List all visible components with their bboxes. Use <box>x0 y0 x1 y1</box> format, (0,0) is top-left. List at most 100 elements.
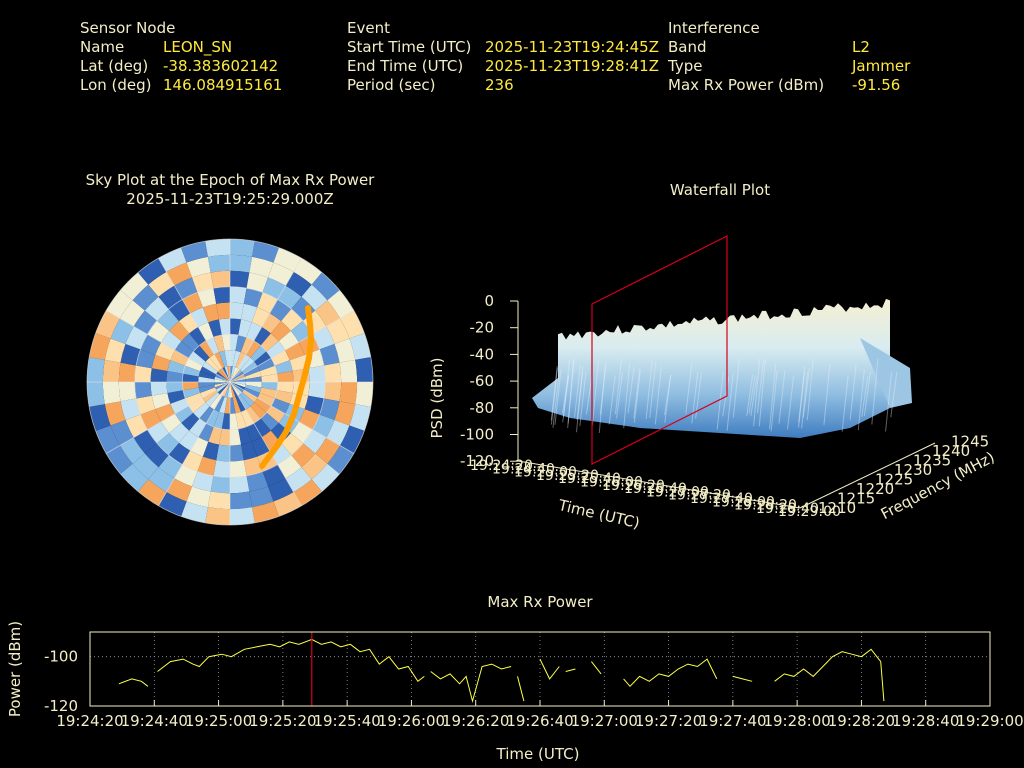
skyplot-cell <box>251 437 270 457</box>
power-chart-x-tick-label: 19:27:00 <box>571 712 638 730</box>
skyplot-cell <box>224 350 230 367</box>
skyplot-cell <box>249 486 274 508</box>
skyplot-cell <box>209 394 223 410</box>
skyplot-cell <box>241 441 258 461</box>
skyplot-cell <box>118 362 137 382</box>
skyplot-cell <box>166 478 192 502</box>
power-chart: Power (dBm) Time (UTC) 19:24:2019:24:401… <box>6 621 1024 763</box>
skyplot-cell <box>207 254 230 273</box>
waterfall-streak <box>574 364 582 418</box>
skyplot-cell <box>210 270 230 289</box>
skyplot-cell <box>136 349 156 369</box>
power-chart-series-line <box>118 678 149 687</box>
skyplot-cell <box>230 444 244 462</box>
skyplot-cell <box>198 322 214 341</box>
skyplot-cell <box>312 414 335 438</box>
skyplot-cell <box>134 365 152 382</box>
skyplot-cell <box>213 411 225 429</box>
skyplot-cell <box>252 501 279 523</box>
skyplot-cell <box>230 382 246 388</box>
skyplot-cell <box>144 296 169 321</box>
skyplot-cell <box>206 409 220 427</box>
skyplot-cell <box>144 443 169 468</box>
skyplot-cell <box>238 319 252 338</box>
skyplot-cell <box>230 382 243 395</box>
skyplot-cell <box>199 406 215 424</box>
skyplot-cell <box>185 392 203 406</box>
skyplot-cell <box>260 412 279 431</box>
waterfall-streak <box>802 367 810 418</box>
skyplot-cell <box>214 376 230 382</box>
waterfall-time-tick-label: 19:25:00 <box>514 465 577 481</box>
skyplot-cell <box>273 492 302 517</box>
skyplot-cell <box>217 382 230 395</box>
waterfall-streak <box>756 360 764 414</box>
skyplot-cell <box>198 371 216 380</box>
skyplot-cell <box>230 460 247 478</box>
skyplot-cell <box>120 463 149 492</box>
skyplot-cell <box>208 319 222 338</box>
power-chart-x-tick-label: 19:24:20 <box>56 712 123 730</box>
waterfall-streak <box>550 368 558 425</box>
power-chart-series-line <box>430 663 512 704</box>
skyplot-cell <box>207 491 230 510</box>
skyplot-cell <box>125 326 148 350</box>
skyplot-cell <box>219 368 230 382</box>
waterfall-streak <box>806 357 814 421</box>
skyplot-cell <box>304 395 324 415</box>
power-chart-x-tick-label: 19:26:40 <box>506 712 573 730</box>
skyplot-cell <box>230 286 247 304</box>
skyplot-cell <box>183 387 201 399</box>
waterfall-streak <box>885 372 893 432</box>
waterfall-streak <box>627 366 635 414</box>
waterfall-streak <box>726 373 734 431</box>
skyplot-cell <box>181 333 200 352</box>
skyplot-cell <box>191 471 214 492</box>
skyplot-cell <box>252 241 279 263</box>
power-chart-x-tick-label: 19:25:40 <box>313 712 380 730</box>
skyplot-cell <box>158 247 187 272</box>
skyplot <box>86 238 374 526</box>
skyplot-cell <box>206 337 220 355</box>
skyplot-cell <box>246 471 269 492</box>
power-chart-x-tick-label: 19:27:20 <box>635 712 702 730</box>
skyplot-cell <box>261 313 282 334</box>
skyplot-spoke <box>158 257 231 383</box>
skyplot-cell <box>132 453 159 480</box>
waterfall-streak <box>716 371 724 430</box>
waterfall-streak <box>770 370 778 432</box>
skyplot-cell <box>216 444 230 462</box>
event-start-label: Start Time (UTC) <box>347 38 472 56</box>
skyplot-cell <box>339 359 358 382</box>
skyplot-cell <box>190 307 209 327</box>
skyplot-cell <box>217 369 230 382</box>
skyplot-cell <box>224 366 230 382</box>
skyplot-cell <box>268 478 294 502</box>
skyplot-cell <box>327 290 354 319</box>
power-chart-x-tick-label: 19:26:00 <box>378 712 445 730</box>
skyplot-cell <box>125 414 148 438</box>
skyplot-cell <box>188 351 206 367</box>
skyplot-spoke <box>105 310 231 383</box>
skyplot-cell <box>205 239 230 257</box>
waterfall-streak <box>798 371 806 428</box>
skyplot-cell <box>218 318 230 336</box>
skyplot-cell <box>230 382 244 393</box>
skyplot-cell <box>285 467 312 493</box>
skyplot-cell <box>235 395 246 412</box>
skyplot-cell <box>148 271 175 297</box>
skyplot-cell <box>120 398 141 421</box>
skyplot-spoke <box>158 381 231 507</box>
waterfall-z-tick-label: -40 <box>470 345 495 363</box>
waterfall-streak <box>861 376 869 418</box>
skyplot-cell <box>293 479 322 506</box>
skyplot-cell <box>246 272 269 293</box>
waterfall-time-tick-label: 19:26:00 <box>580 475 643 491</box>
waterfall-z-tick-label: -80 <box>470 399 495 417</box>
skyplot-cell <box>230 379 246 382</box>
skyplot-cell <box>271 398 290 414</box>
skyplot-cell <box>301 284 328 311</box>
skyplot-cell <box>148 467 175 493</box>
skyplot-cell <box>167 390 186 404</box>
skyplot-cell <box>230 366 236 382</box>
